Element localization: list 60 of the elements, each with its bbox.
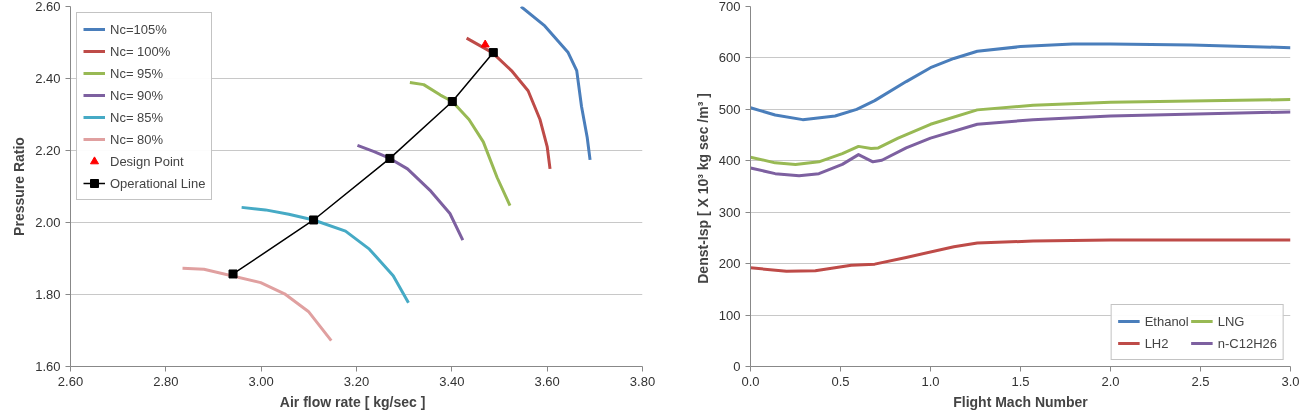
point bbox=[385, 153, 395, 163]
x-tick-label: 3.60 bbox=[534, 373, 560, 389]
line-series bbox=[750, 238, 1291, 273]
x-tick-label: 2.5 bbox=[1191, 373, 1210, 389]
line-series bbox=[181, 266, 333, 343]
y-tick-label: 600 bbox=[718, 50, 741, 66]
legend-label: LH2 bbox=[1144, 335, 1169, 351]
line-series bbox=[519, 6, 592, 162]
legend-label: Operational Line bbox=[110, 175, 206, 191]
line-series bbox=[240, 205, 410, 305]
point bbox=[447, 97, 457, 107]
line-series bbox=[750, 42, 1291, 122]
y-axis-title: Denst-Isp [ X 10³ kg sec /m³ ] bbox=[694, 93, 711, 284]
legend-label: Nc= 85% bbox=[110, 109, 164, 125]
y-tick-label: 100 bbox=[718, 307, 741, 323]
x-tick-label: 3.20 bbox=[343, 373, 370, 389]
point bbox=[309, 215, 319, 225]
legend-label: Nc= 100% bbox=[110, 43, 171, 59]
y-tick-label: 2.40 bbox=[35, 71, 61, 86]
y-tick-label: 500 bbox=[718, 101, 741, 117]
x-tick-label: 2.80 bbox=[153, 373, 179, 389]
legend-label: Nc= 80% bbox=[110, 131, 164, 147]
point bbox=[488, 48, 498, 58]
legend-label: Design Point bbox=[110, 153, 184, 169]
y-tick-label: 2.00 bbox=[35, 215, 61, 230]
y-tick-label: 400 bbox=[718, 153, 741, 169]
x-tick-label: 2.60 bbox=[57, 373, 84, 389]
x-tick-label: 1.0 bbox=[921, 373, 940, 389]
x-tick-label: 3.0 bbox=[1281, 373, 1300, 389]
point bbox=[228, 269, 238, 279]
legend-label: Nc= 90% bbox=[110, 87, 164, 103]
y-tick-label: 300 bbox=[718, 204, 741, 220]
line-series bbox=[465, 36, 552, 171]
x-tick-label: 3.00 bbox=[248, 373, 274, 389]
x-axis-title: Flight Mach Number bbox=[953, 393, 1089, 410]
x-tick-label: 1.5 bbox=[1011, 373, 1030, 389]
x-axis-title: Air flow rate [ kg/sec ] bbox=[279, 393, 426, 410]
y-tick-label: 700 bbox=[718, 0, 741, 14]
legend-label: Nc= 95% bbox=[110, 65, 164, 81]
y-tick-label: 1.60 bbox=[35, 359, 61, 374]
line-series bbox=[408, 80, 512, 208]
legend-label: LNG bbox=[1217, 313, 1245, 329]
y-axis-title: Pressure Ratio bbox=[11, 137, 28, 236]
y-tick-label: 200 bbox=[718, 256, 741, 272]
x-tick-label: 0.0 bbox=[741, 373, 760, 389]
legend-label: n-C12H26 bbox=[1217, 335, 1277, 351]
line-series bbox=[750, 98, 1291, 166]
y-tick-label: 2.60 bbox=[35, 0, 61, 14]
x-tick-label: 0.5 bbox=[831, 373, 850, 389]
legend-label: Nc=105% bbox=[110, 21, 167, 37]
y-tick-label: 2.20 bbox=[35, 143, 61, 158]
line-series bbox=[355, 143, 465, 242]
point bbox=[480, 39, 490, 48]
legend-label: Ethanol bbox=[1144, 313, 1189, 329]
line-series bbox=[750, 110, 1291, 178]
y-tick-label: 0 bbox=[733, 359, 741, 374]
x-tick-label: 3.80 bbox=[629, 373, 656, 389]
x-tick-label: 3.40 bbox=[439, 373, 465, 389]
y-tick-label: 1.80 bbox=[35, 287, 61, 302]
x-tick-label: 2.0 bbox=[1101, 373, 1120, 389]
